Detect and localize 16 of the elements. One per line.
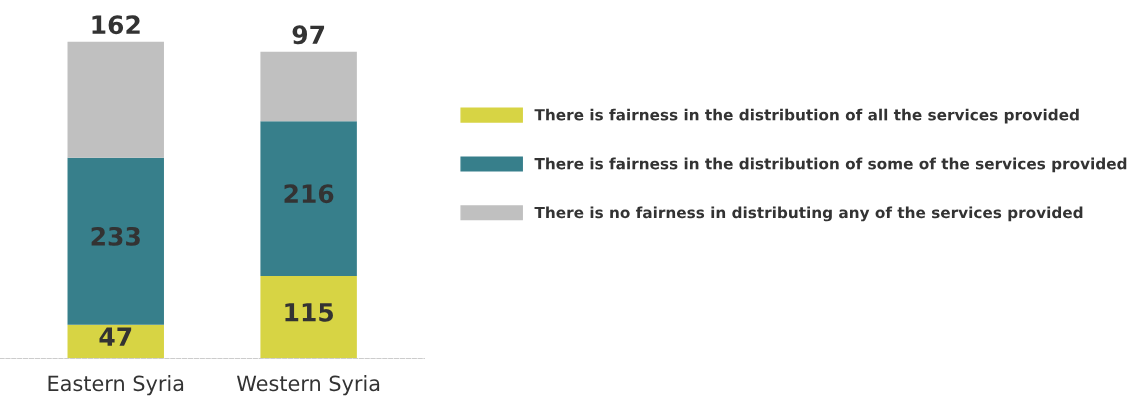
legend-label: There is fairness in the distribution of some of the services provided bbox=[534, 157, 1127, 173]
data-label: 97 bbox=[292, 25, 325, 45]
bar bbox=[67, 157, 164, 325]
bar bbox=[260, 121, 357, 277]
data-label: 115 bbox=[285, 303, 333, 322]
data-label: 162 bbox=[92, 15, 140, 35]
legend-label: There is no fairness in distributing any of the services provided bbox=[534, 206, 1083, 222]
x-tick-label: Western Syria bbox=[236, 375, 380, 396]
bar bbox=[67, 41, 164, 158]
bar bbox=[260, 276, 357, 359]
legend-label: There is fairness in the distribution of all the services provided bbox=[534, 108, 1079, 124]
bar bbox=[260, 51, 357, 122]
x-tick-label: Eastern Syria bbox=[48, 375, 184, 396]
data-label: 216 bbox=[284, 184, 334, 204]
data-label: 233 bbox=[91, 226, 140, 246]
data-label: 47 bbox=[99, 327, 132, 346]
